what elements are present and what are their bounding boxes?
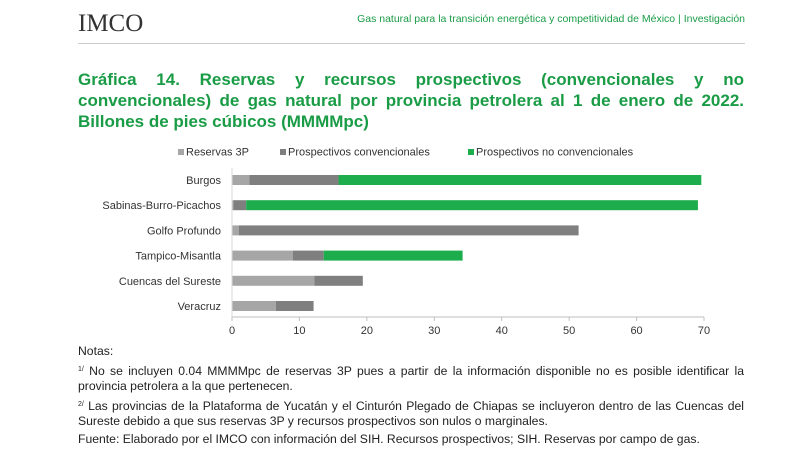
bar-segment [232,250,293,261]
bar-segment [249,175,339,185]
category-label: Golfo Profundo [147,225,221,237]
x-tick-label: 60 [630,325,642,337]
x-tick-label: 70 [698,325,710,337]
bar-segment [246,200,698,211]
legend-label: Reservas 3P [186,147,249,159]
notes-section: Notas: 1/ No se incluyen 0.04 MMMMpc de … [78,344,744,450]
bar-chart: Reservas 3P Prospectivos convencionales Pr… [102,147,710,338]
x-tick-label: 50 [563,325,575,337]
bar-segment [232,225,239,236]
bar-segment [238,225,579,236]
note-2-marker: 2/ [78,400,84,408]
bar-segment [275,301,314,311]
note-1: 1/ No se incluyen 0.04 MMMMpc de reserva… [78,362,744,395]
chart-title: Gráfica 14. Reservas y recursos prospect… [78,70,744,131]
bar-segment [338,175,702,185]
imco-logo: IMCO [78,10,143,38]
bar-segment [292,250,324,261]
bar-segment [233,200,247,211]
note-1-marker: 1/ [78,365,84,373]
bar-segment [232,175,250,185]
category-label: Burgos [186,175,221,187]
legend-swatch [468,149,474,155]
category-label: Veracruz [178,301,221,313]
x-tick-label: 40 [496,325,508,337]
header-section-text: Gas natural para la transición energétic… [357,13,745,25]
bar-segment [323,250,463,261]
bar-segment [314,275,363,286]
logo-text: IMCO [78,10,144,37]
legend-label: Prospectivos convencionales [288,147,430,159]
x-tick-label: 0 [229,325,235,337]
bar-segment [232,200,234,211]
x-tick-label: 30 [428,325,440,337]
category-label: Sabinas-Burro-Picachos [102,200,221,212]
note-2-text: Las provincias de la Plataforma de Yucat… [78,398,744,429]
note-2: 2/ Las provincias de la Plataforma de Yu… [78,397,744,430]
header-divider [78,43,745,44]
source-note: Fuente: Elaborado por el IMCO con inform… [78,431,700,446]
notes-heading: Notas: [78,344,114,358]
bar-segment [232,275,315,286]
legend-label: Prospectivos no convencionales [476,147,634,159]
bar-segment [232,301,276,311]
category-label: Cuencas del Sureste [119,276,221,288]
legend-swatch [280,149,286,155]
x-tick-label: 20 [361,325,373,337]
x-tick-label: 10 [293,325,305,337]
category-label: Tampico-Misantla [135,251,221,263]
legend-swatch [178,149,184,155]
note-1-text: No se incluyen 0.04 MMMMpc de reservas 3… [78,363,744,394]
